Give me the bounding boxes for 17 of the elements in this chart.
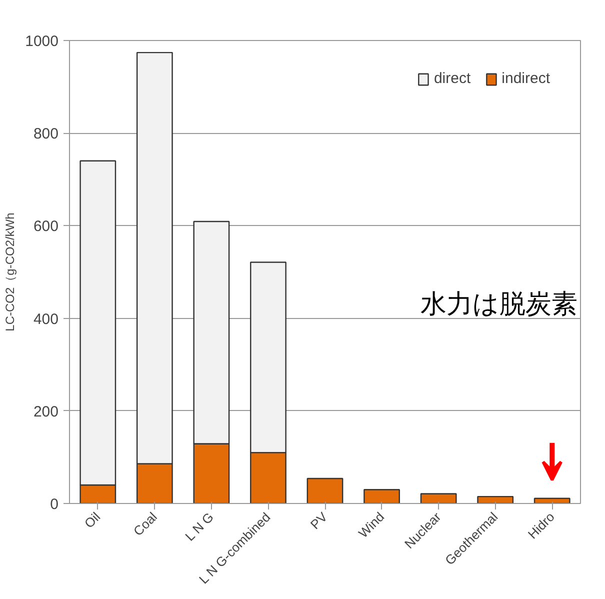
bar xyxy=(306,478,344,504)
bar xyxy=(420,493,457,504)
y-tick-label: 400 xyxy=(33,310,59,328)
legend-label: direct xyxy=(434,70,471,87)
annotation: 水力は脱炭素 xyxy=(420,288,578,318)
y-axis-title: LC-CO2（g-CO2/kWh xyxy=(3,212,18,332)
bar xyxy=(364,489,400,504)
x-tick-label: PV xyxy=(307,508,331,532)
legend-label: indirect xyxy=(502,70,550,87)
y-tick-label: 800 xyxy=(33,126,59,143)
bar xyxy=(477,496,514,504)
y-tick-label: 200 xyxy=(33,403,59,420)
x-tick-label: L N G xyxy=(182,510,216,544)
x-tick-label: Oil xyxy=(81,509,104,532)
y-tick-label: 1000 xyxy=(25,33,59,50)
y-tick-label: 0 xyxy=(50,496,58,513)
y-tick-label: 600 xyxy=(33,218,59,236)
